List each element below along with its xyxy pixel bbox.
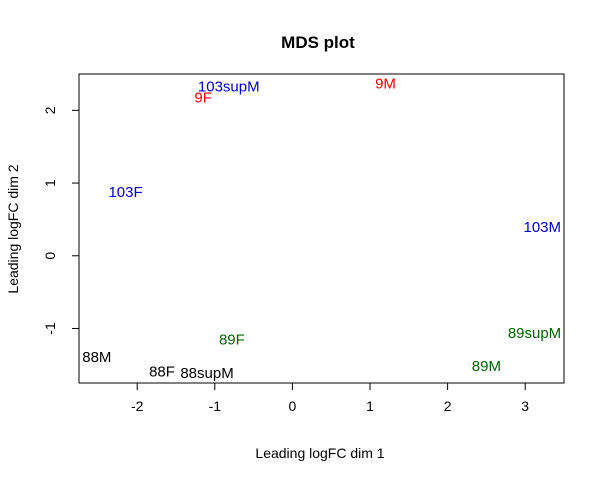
y-axis-label: Leading logFC dim 2 [5,164,21,293]
point-label-88f: 88F [149,364,175,381]
point-label-9f: 9F [194,89,212,106]
plot-box [78,73,565,384]
x-tick-label: 1 [366,398,374,414]
point-label-89m: 89M [472,358,501,375]
point-label-103supm: 103supM [198,79,260,96]
point-label-88supm: 88supM [180,365,233,382]
point-label-89supm: 89supM [508,325,561,342]
chart-title: MDS plot [281,33,355,52]
point-label-103m: 103M [524,219,562,236]
point-label-89f: 89F [219,332,245,349]
x-tick-label: -1 [209,398,222,414]
x-tick-label: 2 [444,398,452,414]
point-label-88m: 88M [82,349,111,366]
x-tick-label: -2 [131,398,144,414]
x-axis-label: Leading logFC dim 1 [255,445,384,461]
point-label-9m: 9M [375,76,396,93]
y-tick-label: 1 [42,179,58,187]
y-axis: -1 0 1 2 [42,106,80,335]
x-axis: -2 -1 0 1 2 3 [131,382,529,414]
y-tick-label: 2 [42,106,58,114]
x-tick-label: 3 [521,398,529,414]
point-label-103f: 103F [108,184,142,201]
y-tick-label: 0 [42,252,58,260]
x-tick-label: 0 [289,398,297,414]
y-tick-label: -1 [42,322,58,335]
